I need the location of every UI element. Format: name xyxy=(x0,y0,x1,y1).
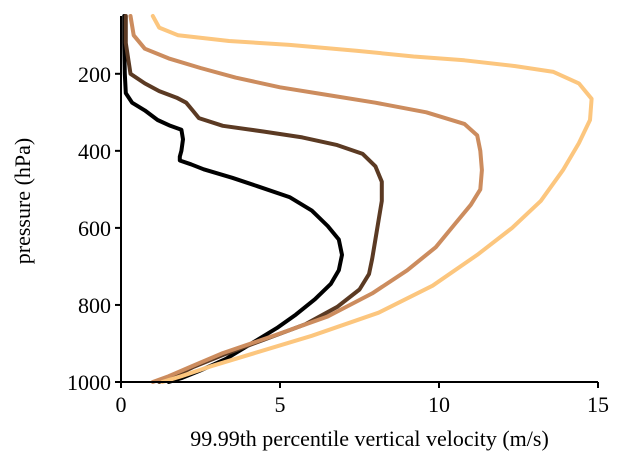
y-axis-label: pressure (hPa) xyxy=(10,138,35,264)
y-tick-label: 800 xyxy=(78,293,111,318)
ticks-layer: 0 5 10 15 200 400 600 800 1000 xyxy=(67,62,609,417)
series-line-3 xyxy=(128,14,484,384)
axes-layer xyxy=(120,16,598,383)
series-line-2 xyxy=(123,14,384,384)
series-line-1 xyxy=(122,14,344,384)
y-tick-label: 400 xyxy=(78,139,111,164)
x-tick-label: 5 xyxy=(275,392,286,417)
y-tick-label: 200 xyxy=(78,62,111,87)
x-tick-label: 15 xyxy=(587,392,609,417)
y-tick-label: 1000 xyxy=(67,370,111,395)
x-tick-label: 0 xyxy=(116,392,127,417)
x-tick-label: 10 xyxy=(428,392,450,417)
x-axis-label: 99.99th percentile vertical velocity (m/… xyxy=(190,426,549,451)
series-line-4 xyxy=(150,14,594,384)
series-layer xyxy=(122,14,594,384)
y-tick-label: 600 xyxy=(78,216,111,241)
